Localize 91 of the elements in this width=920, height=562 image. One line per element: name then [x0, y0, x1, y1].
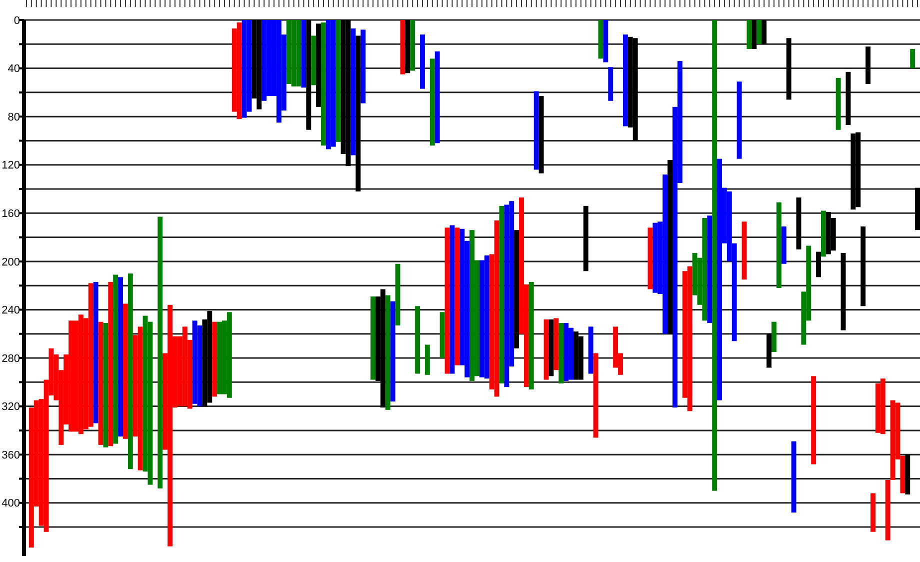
bar: [910, 48, 916, 68]
bar: [454, 228, 460, 366]
bar: [316, 24, 322, 107]
bar: [588, 326, 594, 374]
bar: [499, 206, 504, 384]
bar: [762, 20, 767, 44]
bar: [390, 301, 396, 402]
bar: [866, 46, 870, 84]
bar: [118, 277, 124, 436]
bar: [885, 480, 890, 540]
bar: [712, 20, 718, 491]
bar: [415, 306, 420, 374]
bar: [668, 160, 672, 334]
bar: [321, 22, 326, 146]
bar: [598, 20, 604, 59]
y-tick-label: 80: [8, 111, 20, 124]
bar: [766, 334, 772, 368]
bar: [400, 20, 406, 74]
bar: [528, 282, 534, 390]
bar: [915, 188, 920, 230]
y-tick-label: 320: [2, 401, 20, 414]
bar: [756, 20, 762, 44]
bar: [820, 210, 826, 257]
bar: [395, 264, 400, 326]
bar: [707, 216, 712, 324]
bar: [123, 304, 128, 439]
bar: [538, 96, 544, 174]
bar: [583, 206, 588, 272]
bar: [791, 441, 796, 513]
bar: [360, 30, 366, 104]
bar: [420, 34, 425, 89]
y-tick-label: 240: [2, 304, 20, 317]
y-tick-label: 40: [8, 63, 20, 76]
bar: [736, 82, 742, 159]
bar: [306, 20, 312, 130]
bar: [93, 282, 98, 424]
bar: [648, 228, 653, 290]
bar: [108, 282, 114, 446]
bar: [558, 323, 564, 384]
bar: [350, 28, 356, 156]
bar: [781, 226, 786, 264]
bar: [836, 78, 841, 130]
bar: [444, 228, 450, 374]
bar: [336, 20, 341, 142]
y-tick-label: 280: [2, 352, 20, 365]
bar: [746, 20, 752, 49]
y-tick-label: 200: [2, 256, 20, 268]
bar: [356, 36, 361, 192]
bar: [385, 295, 390, 410]
bar: [608, 67, 614, 101]
bar: [370, 296, 376, 380]
bar: [860, 226, 866, 306]
bar: [424, 344, 430, 375]
bar: [514, 230, 520, 348]
bar: [840, 252, 846, 330]
bar: [103, 323, 108, 448]
y-tick-label: 360: [2, 449, 20, 462]
bar: [534, 91, 539, 170]
bar: [786, 38, 792, 100]
bar: [796, 197, 802, 250]
bar: [776, 202, 782, 288]
bar: [870, 493, 876, 532]
bar: [554, 318, 559, 370]
bar: [158, 216, 163, 488]
bar: [905, 454, 910, 494]
bar: [430, 58, 435, 146]
bar: [440, 312, 445, 358]
y-tick-label: 120: [2, 160, 20, 172]
bar: [622, 34, 628, 126]
bar: [742, 222, 747, 280]
bar: [128, 274, 133, 470]
bar: [603, 20, 608, 62]
y-tick-label: 400: [2, 498, 20, 510]
bar: [301, 20, 306, 88]
y-tick-label: 160: [2, 208, 20, 220]
bar: [846, 72, 851, 126]
bar: [410, 20, 416, 71]
bar: [311, 36, 316, 86]
bar: [811, 376, 816, 464]
bar: [113, 274, 118, 444]
bar: [405, 20, 410, 74]
bar: [434, 51, 440, 144]
bar: [593, 353, 598, 438]
bar: [98, 322, 104, 445]
bar: [752, 20, 757, 49]
bar: [212, 322, 218, 397]
bar: [771, 322, 776, 352]
bar: [450, 225, 455, 374]
bar: [544, 319, 549, 380]
bar: [816, 252, 821, 278]
bar: [548, 319, 554, 376]
